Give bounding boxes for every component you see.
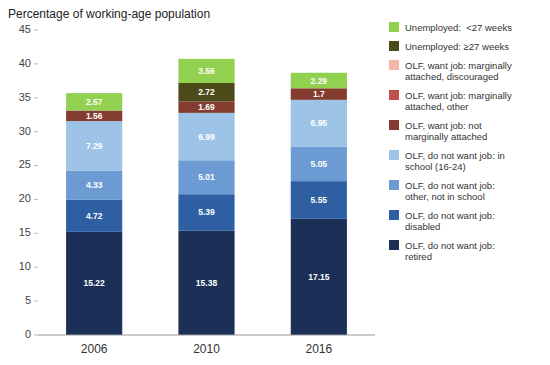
bars xyxy=(66,59,347,335)
y-tick-label: 20 xyxy=(19,192,31,204)
data-label: 6.95 xyxy=(311,118,328,128)
y-tick-label: 35 xyxy=(19,91,31,103)
data-label: 5.01 xyxy=(198,172,215,182)
y-tick xyxy=(34,30,38,31)
bar-segment xyxy=(66,111,122,122)
legend-swatch xyxy=(389,41,399,51)
x-axis-line xyxy=(38,335,375,336)
x-tick-label: 2006 xyxy=(81,342,108,356)
chart: Percentage of working-age population 0 5 10… xyxy=(0,0,550,365)
bar-segment xyxy=(291,73,347,89)
legend-label: OLF, do not want job:retired xyxy=(405,240,495,262)
data-label: 2.57 xyxy=(86,97,103,107)
y-tick xyxy=(34,97,38,98)
data-label: 3.56 xyxy=(198,66,215,76)
data-label: 1.7 xyxy=(313,89,325,99)
y-axis: 0 5 10 15 20 25 30 35 40 45 xyxy=(19,23,38,340)
title: Percentage of working-age population xyxy=(8,7,210,21)
bar-segment xyxy=(178,83,234,101)
legend-label: OLF, do not want job:other, not in schoo… xyxy=(405,180,495,202)
y-tick-label: 25 xyxy=(19,158,31,170)
data-label: 5.39 xyxy=(198,207,215,217)
y-tick xyxy=(34,301,38,302)
bar-segment xyxy=(178,194,234,231)
legend-swatch xyxy=(389,180,399,190)
legend-label: Unemployed: ≥27 weeks xyxy=(405,41,509,52)
data-label: 5.55 xyxy=(311,195,328,205)
y-tick-label: 45 xyxy=(19,23,31,35)
y-tick-label: 10 xyxy=(19,260,31,272)
legend-swatch xyxy=(389,22,399,32)
data-label: 1.69 xyxy=(198,102,215,112)
y-tick xyxy=(34,233,38,234)
data-label: 4.72 xyxy=(86,211,103,221)
data-label: 2.29 xyxy=(311,76,328,86)
bar-segment xyxy=(66,232,122,335)
y-tick-label: 40 xyxy=(19,57,31,69)
y-tick xyxy=(34,131,38,132)
data-label: 2.72 xyxy=(198,87,215,97)
legend-swatch xyxy=(389,60,399,70)
legend-swatch xyxy=(389,210,399,220)
data-label: 7.29 xyxy=(86,141,103,151)
data-labels: 15.22 15.38 17.15 4.72 5.39 5.55 4.33 5.01 5.05 7… xyxy=(84,66,330,288)
y-tick-label: 30 xyxy=(19,125,31,137)
bar-segment xyxy=(178,231,234,335)
bar-segment xyxy=(291,88,347,100)
y-tick xyxy=(34,63,38,64)
legend: Unemployed: <27 weeks Unemployed: ≥27 wee… xyxy=(389,22,512,262)
bar-segment xyxy=(178,160,234,194)
legend-label: OLF, do not want job:disabled xyxy=(405,210,495,232)
legend-label: OLF, want job: marginallyattached, other xyxy=(405,90,512,112)
legend-swatch xyxy=(389,90,399,100)
y-tick-label: 0 xyxy=(25,328,31,340)
bar-segment xyxy=(291,219,347,335)
legend-label: OLF, want job: notmarginally attached xyxy=(405,120,487,142)
y-tick xyxy=(34,165,38,166)
data-label: 17.15 xyxy=(308,272,330,282)
bar-segment xyxy=(178,113,234,160)
y-tick xyxy=(34,267,38,268)
bar-segment xyxy=(66,200,122,232)
data-label: 5.05 xyxy=(311,159,328,169)
data-label: 15.38 xyxy=(196,278,218,288)
x-tick-label: 2010 xyxy=(193,342,220,356)
data-label: 4.33 xyxy=(86,180,103,190)
bar-segment xyxy=(291,147,347,181)
legend-label: Unemployed: <27 weeks xyxy=(405,22,512,33)
legend-swatch xyxy=(389,120,399,130)
y-tick xyxy=(34,335,38,336)
bar-segment xyxy=(178,59,234,83)
bar-segment xyxy=(66,171,122,200)
legend-label: OLF, do not want job: inschool (16-24) xyxy=(405,150,505,172)
data-label: 15.22 xyxy=(84,278,106,288)
data-label: 6.99 xyxy=(198,132,215,142)
bar-segment xyxy=(66,93,122,110)
legend-swatch xyxy=(389,150,399,160)
y-tick-label: 5 xyxy=(25,294,31,306)
bar-segment xyxy=(66,121,122,170)
data-label: 1.56 xyxy=(86,111,103,121)
x-tick-label: 2016 xyxy=(305,342,332,356)
bar-segment xyxy=(291,100,347,147)
y-tick xyxy=(34,199,38,200)
legend-label: OLF, want job: marginallyattached, disco… xyxy=(405,60,512,82)
bar-segment xyxy=(291,181,347,219)
bar-segment xyxy=(178,101,234,112)
y-tick-label: 15 xyxy=(19,226,31,238)
legend-swatch xyxy=(389,240,399,250)
